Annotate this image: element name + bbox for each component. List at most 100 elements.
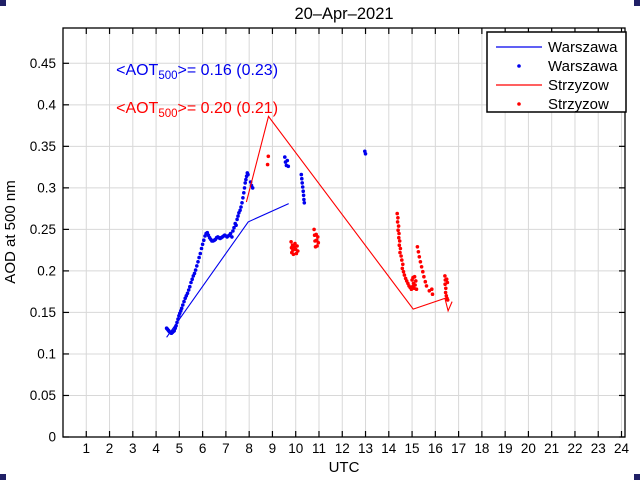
svg-text:17: 17	[451, 441, 466, 456]
svg-text:0.15: 0.15	[30, 305, 56, 320]
svg-text:13: 13	[358, 441, 373, 456]
data-point	[199, 246, 204, 251]
data-point	[195, 264, 199, 268]
data-point	[445, 298, 450, 302]
data-point	[291, 248, 295, 252]
data-point	[232, 225, 236, 230]
data-point	[397, 243, 402, 247]
y-tick-labels: 0 0.05 0.1 0.15 0.2 0.25 0.3 0.35 0.4 0.45	[30, 56, 57, 445]
data-point	[397, 235, 401, 240]
data-point	[396, 228, 400, 232]
data-point	[291, 252, 296, 257]
data-point	[286, 164, 291, 169]
data-point	[186, 288, 191, 292]
strzyzow-line	[245, 115, 453, 313]
data-point	[397, 231, 401, 236]
data-point	[238, 208, 242, 213]
svg-text:0.1: 0.1	[37, 346, 56, 361]
data-point	[266, 154, 271, 159]
data-point	[418, 260, 423, 264]
data-point	[234, 223, 238, 227]
svg-text:15: 15	[405, 441, 420, 456]
data-point	[316, 240, 321, 245]
data-point	[293, 241, 297, 246]
data-point	[395, 211, 400, 216]
svg-text:7: 7	[222, 441, 230, 456]
data-point	[250, 186, 255, 190]
data-point	[196, 260, 200, 264]
data-point	[301, 193, 306, 198]
legend-label: Strzyzow	[548, 77, 609, 94]
data-point	[444, 277, 449, 282]
x-tick-labels: 1 2 3 4 5 6 7 8 9 10 11 12 13 14 15 16 17 18 19 20 21 22 23 24	[83, 441, 630, 456]
gridlines	[63, 28, 625, 437]
data-point	[242, 191, 246, 195]
legend-label: Strzyzow	[548, 96, 609, 113]
data-point	[419, 265, 424, 269]
data-point	[400, 266, 405, 271]
svg-text:0.25: 0.25	[30, 222, 56, 237]
corner-marker	[634, 474, 640, 480]
svg-text:1: 1	[83, 441, 91, 456]
svg-text:19: 19	[498, 441, 513, 456]
data-point	[295, 244, 299, 248]
data-point	[188, 284, 192, 289]
data-point	[444, 286, 448, 291]
data-point	[417, 254, 422, 259]
data-point	[175, 320, 179, 325]
data-point	[414, 287, 419, 292]
svg-text:0.05: 0.05	[30, 388, 56, 403]
data-point	[443, 290, 448, 295]
data-point	[197, 255, 201, 260]
data-point	[398, 250, 402, 255]
corner-marker	[0, 0, 6, 6]
data-point	[315, 244, 319, 248]
svg-text:0.2: 0.2	[37, 263, 56, 278]
y-axis-label: AOD at 500 nm	[2, 180, 19, 283]
data-point	[412, 274, 417, 279]
data-point	[240, 201, 244, 205]
svg-text:0.4: 0.4	[37, 97, 56, 112]
data-point	[400, 258, 404, 262]
data-point	[413, 283, 417, 287]
data-point	[235, 217, 239, 222]
svg-text:2: 2	[106, 441, 114, 456]
warszawa-points	[164, 149, 368, 336]
svg-text:3: 3	[129, 441, 137, 456]
svg-text:24: 24	[614, 441, 630, 456]
svg-text:23: 23	[591, 441, 606, 456]
data-point	[192, 271, 197, 276]
svg-text:18: 18	[474, 441, 489, 456]
data-point	[202, 238, 206, 242]
data-point	[422, 274, 426, 279]
data-point	[301, 189, 306, 193]
data-point	[299, 172, 304, 177]
warszawa-line	[166, 203, 289, 338]
data-point	[302, 197, 306, 202]
legend-label: Warszawa	[548, 58, 618, 75]
data-point	[300, 181, 305, 185]
data-point	[200, 242, 205, 247]
data-point	[182, 299, 186, 304]
data-point	[395, 220, 400, 224]
data-point	[241, 196, 245, 200]
data-point	[414, 279, 418, 283]
data-point	[228, 231, 233, 236]
data-point	[398, 246, 403, 251]
svg-text:0.3: 0.3	[37, 180, 56, 195]
corner-marker	[0, 474, 6, 480]
data-point	[289, 240, 293, 244]
chart-title: 20–Apr–2021	[294, 5, 393, 23]
data-point	[285, 158, 290, 163]
data-point	[424, 284, 429, 288]
data-point	[416, 250, 421, 254]
legend-marker-dot	[517, 64, 521, 68]
data-point	[402, 273, 407, 277]
data-point	[230, 235, 234, 239]
legend-box	[486, 31, 627, 113]
data-point	[243, 181, 247, 185]
svg-text:22: 22	[567, 441, 582, 456]
x-axis-label: UTC	[329, 459, 360, 476]
